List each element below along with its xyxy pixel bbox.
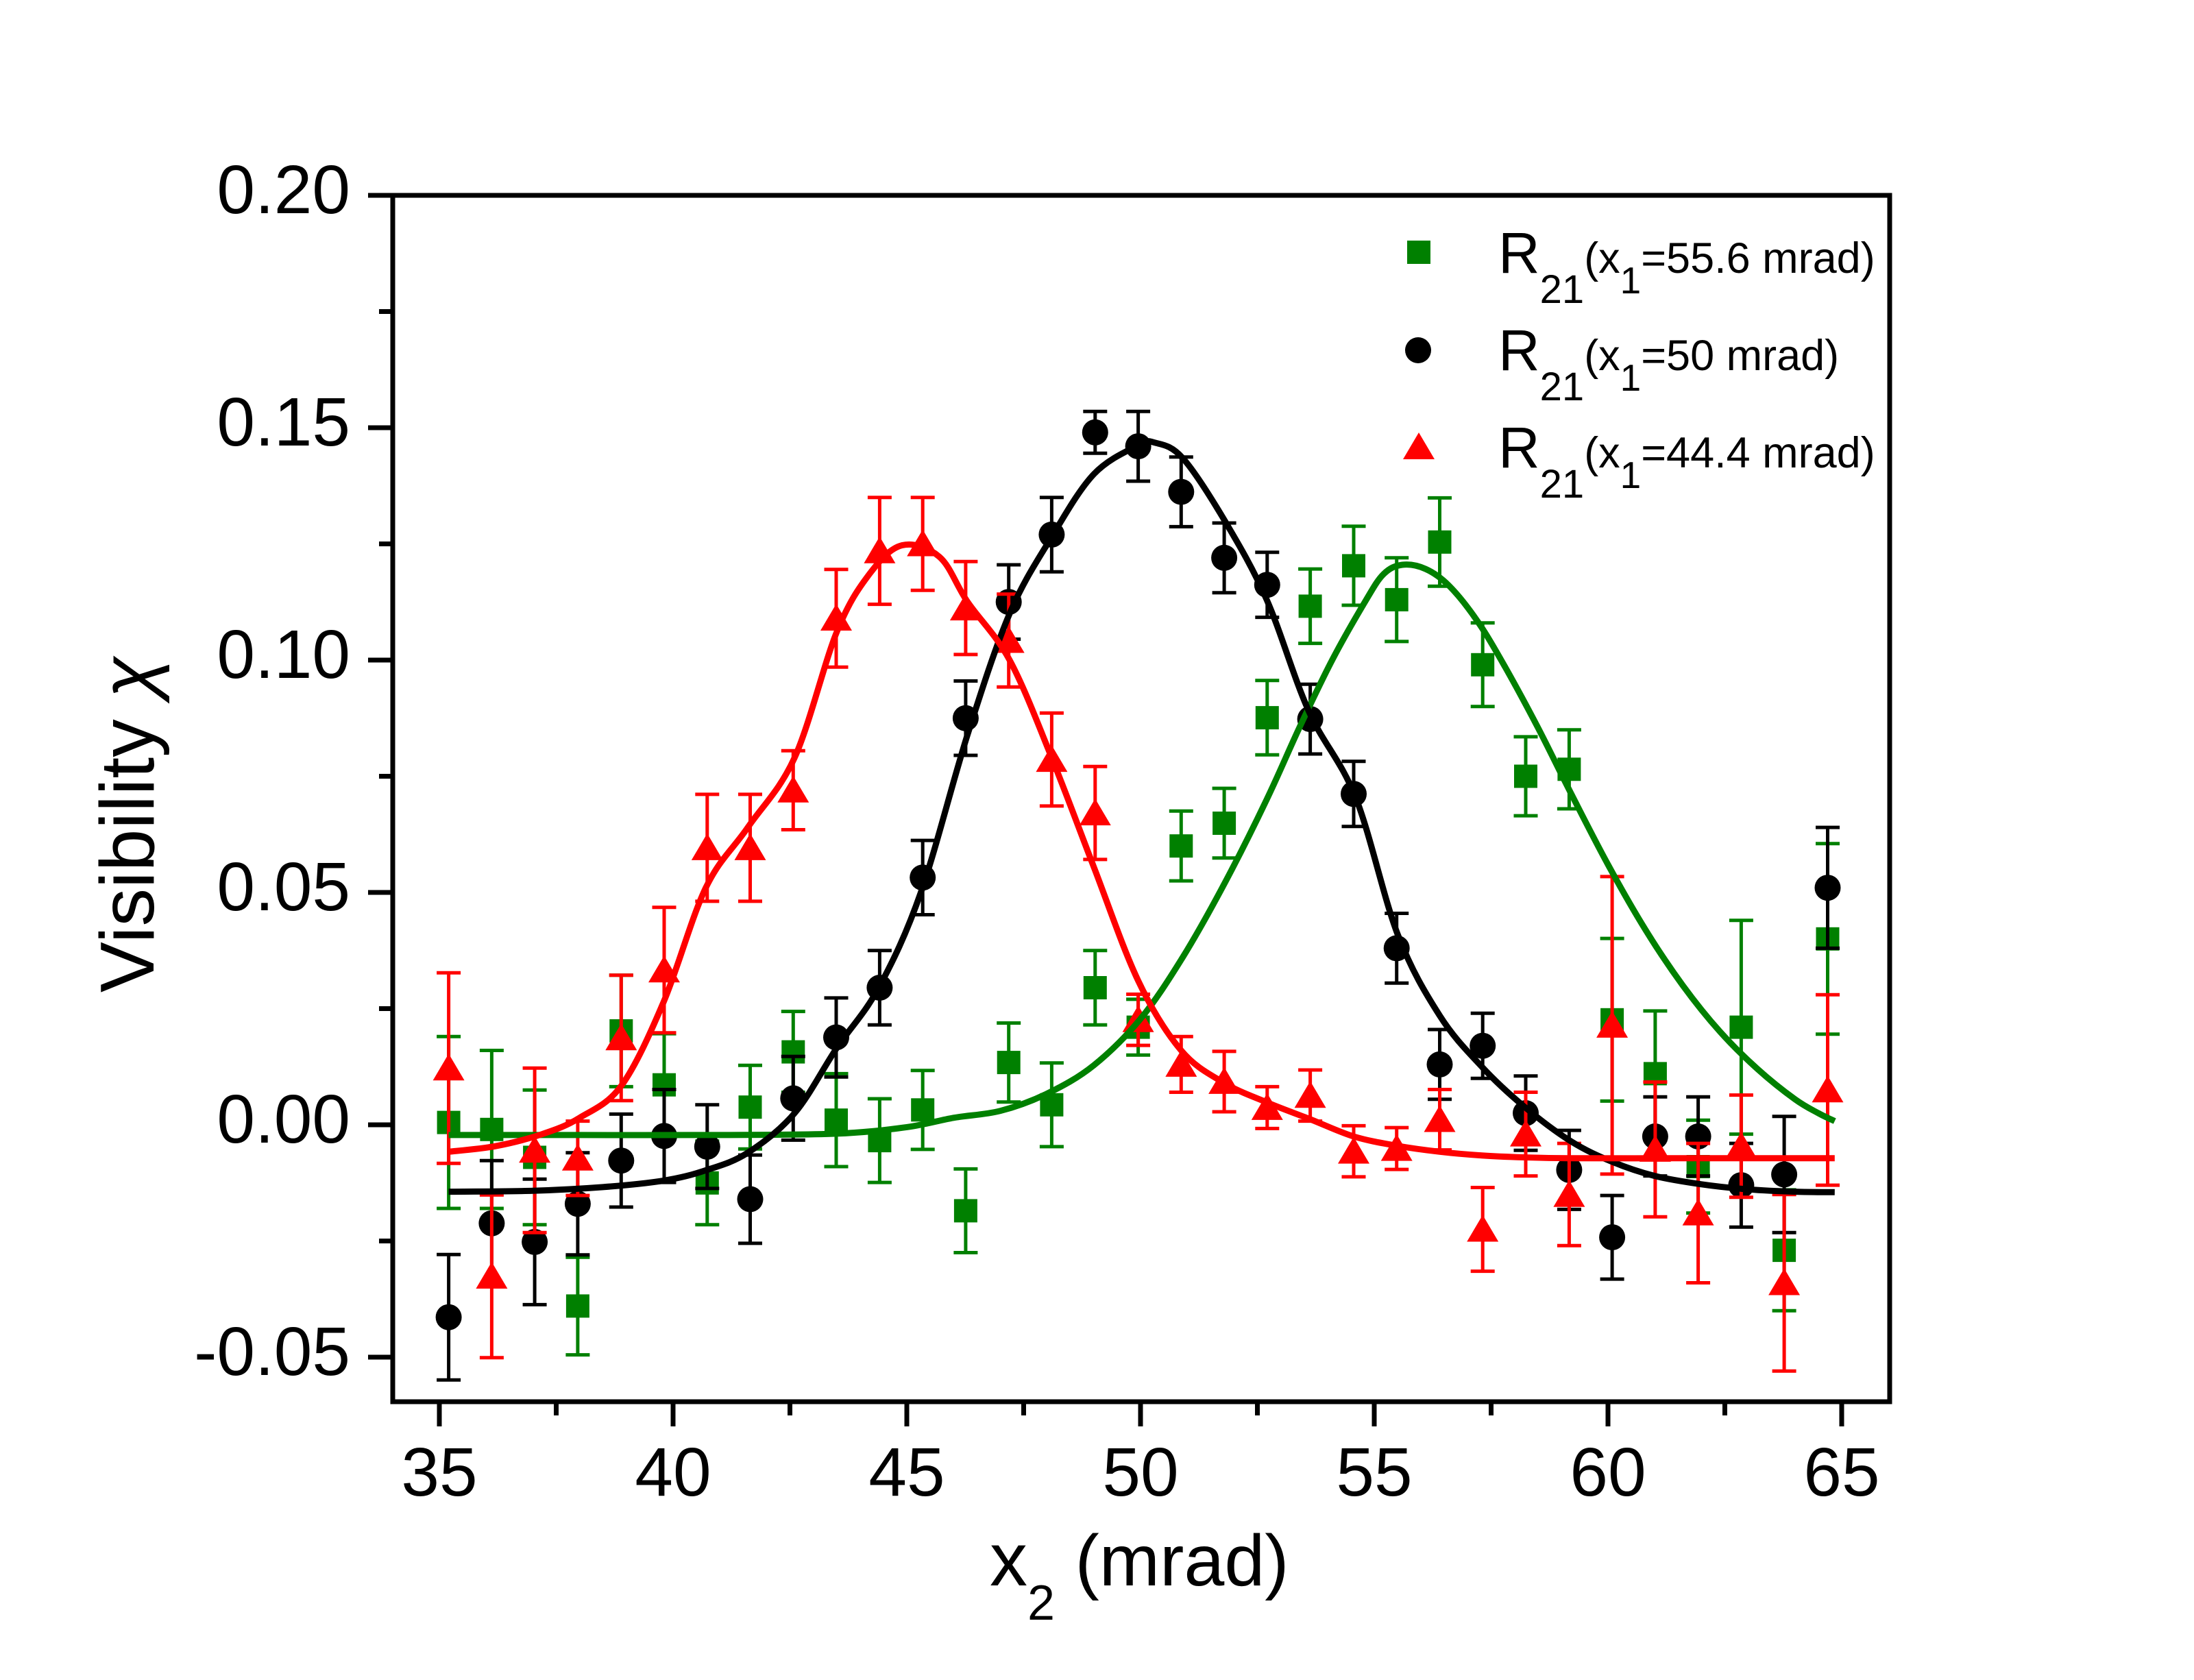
svg-text:50: 50 <box>1102 1434 1178 1511</box>
svg-text:R21(x1=44.4 mrad): R21(x1=44.4 mrad) <box>1498 415 1875 507</box>
svg-text:35: 35 <box>401 1434 477 1511</box>
svg-text:0.00: 0.00 <box>217 1081 350 1158</box>
svg-text:-0.05: -0.05 <box>194 1313 350 1390</box>
svg-text:R21(x1=50 mrad): R21(x1=50 mrad) <box>1498 318 1839 409</box>
svg-text:65: 65 <box>1803 1434 1879 1511</box>
svg-text:Visibility χ: Visibility χ <box>85 655 170 993</box>
svg-text:55: 55 <box>1336 1434 1412 1511</box>
svg-text:0.05: 0.05 <box>217 849 350 925</box>
svg-text:0.20: 0.20 <box>217 151 350 228</box>
svg-text:R21(x1=55.6 mrad): R21(x1=55.6 mrad) <box>1498 221 1875 312</box>
svg-text:40: 40 <box>635 1434 711 1511</box>
svg-text:x2 (mrad): x2 (mrad) <box>990 1518 1289 1631</box>
svg-text:0.10: 0.10 <box>217 616 350 693</box>
svg-text:0.15: 0.15 <box>217 384 350 461</box>
svg-text:45: 45 <box>868 1434 944 1511</box>
svg-text:60: 60 <box>1570 1434 1646 1511</box>
